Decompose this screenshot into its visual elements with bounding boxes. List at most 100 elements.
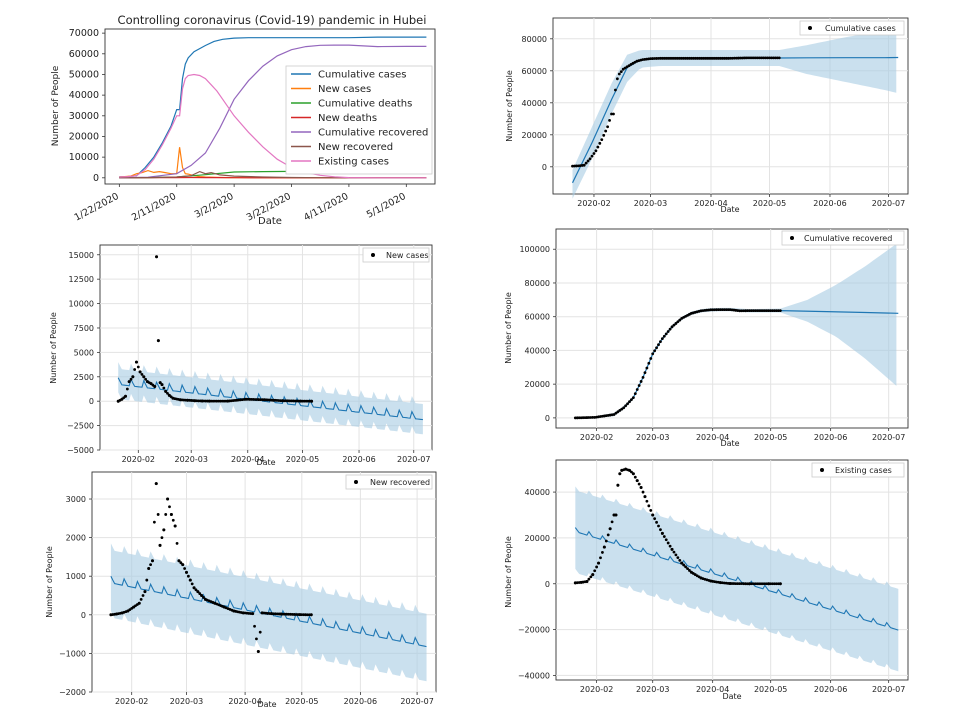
data-point	[609, 527, 612, 530]
data-point	[181, 563, 184, 566]
data-point	[616, 77, 619, 80]
data-point	[779, 582, 782, 585]
data-point	[653, 517, 656, 520]
panel1-xlabel: Date	[258, 216, 282, 227]
y-tick-label: 2000	[66, 534, 86, 543]
x-tick-label: 2020-07	[872, 685, 905, 694]
data-point	[601, 551, 604, 554]
x-tick-label: 2020-06	[342, 455, 375, 464]
data-point	[255, 637, 258, 640]
y-tick-label: 60000	[525, 313, 550, 322]
data-point	[603, 546, 606, 549]
data-point	[191, 583, 194, 586]
data-point	[261, 611, 264, 614]
data-point	[177, 559, 180, 562]
panel2-legend: Cumulative cases	[800, 21, 904, 35]
data-point	[591, 155, 594, 158]
data-point	[179, 398, 182, 401]
data-point	[126, 388, 129, 391]
data-point	[612, 113, 615, 116]
panel1-ylabel: Number of People	[51, 65, 61, 146]
data-point	[196, 590, 199, 593]
y-tick-label: 20000	[69, 131, 99, 142]
data-point	[642, 376, 645, 379]
data-point	[281, 399, 284, 402]
data-point	[729, 582, 732, 585]
data-point	[153, 521, 156, 524]
data-point	[647, 504, 650, 507]
data-point	[155, 255, 158, 258]
data-point	[636, 479, 639, 482]
data-point	[589, 157, 592, 160]
y-tick-label: 30000	[69, 111, 99, 122]
y-tick-label: 0	[542, 163, 547, 172]
data-point	[673, 551, 676, 554]
y-tick-label: −2000	[59, 688, 86, 697]
data-point	[580, 581, 583, 584]
data-point	[142, 375, 145, 378]
data-point	[121, 611, 124, 614]
data-point	[611, 520, 614, 523]
data-point	[608, 119, 611, 122]
data-point	[620, 70, 623, 73]
data-point	[115, 613, 118, 616]
data-point	[186, 399, 189, 402]
x-tick-label: 2020-05	[754, 685, 787, 694]
data-point	[164, 390, 167, 393]
y-tick-label: 20000	[522, 131, 547, 140]
data-point	[709, 580, 712, 583]
panel1-title: Controlling coronavirus (Covid-19) pande…	[118, 13, 427, 27]
x-tick-label: 2020-03	[174, 455, 207, 464]
data-point	[675, 553, 678, 556]
data-point	[663, 335, 666, 338]
data-point	[133, 368, 136, 371]
data-point	[624, 468, 627, 471]
data-point	[298, 613, 301, 616]
y-tick-label: 20000	[525, 380, 550, 389]
data-point	[643, 495, 646, 498]
legend-label-4: Cumulative recovered	[318, 128, 428, 139]
x-tick-label: 2020-05	[753, 199, 786, 208]
data-point	[147, 567, 150, 570]
y-tick-label: 12500	[69, 275, 94, 284]
data-point	[604, 130, 607, 133]
panel3-legend-label: New cases	[386, 251, 429, 260]
data-point	[141, 373, 144, 376]
data-point	[170, 513, 173, 516]
data-point	[655, 346, 658, 349]
x-tick-label: 2020-03	[636, 433, 669, 442]
legend-label-0: Cumulative cases	[318, 70, 406, 81]
data-point	[630, 398, 633, 401]
y-tick-label: 40000	[525, 488, 550, 497]
data-point	[606, 125, 609, 128]
panel5-ylabel: Number of People	[45, 546, 54, 618]
data-point	[574, 581, 577, 584]
data-point	[208, 400, 211, 403]
data-point	[636, 388, 639, 391]
data-point	[162, 528, 165, 531]
data-point	[598, 142, 601, 145]
data-point	[659, 340, 662, 343]
data-point	[591, 573, 594, 576]
panel5-legend-label: New recovered	[370, 478, 430, 487]
data-point	[138, 602, 141, 605]
data-point	[667, 542, 670, 545]
panel6-legend-label: Existing cases	[835, 466, 892, 475]
data-point	[193, 586, 196, 589]
data-point	[690, 571, 693, 574]
x-tick-label: 2020-04	[694, 199, 727, 208]
data-point	[585, 162, 588, 165]
data-point	[244, 398, 247, 401]
data-point	[589, 575, 592, 578]
legend-label-2: Cumulative deaths	[318, 99, 412, 110]
x-tick-label: 2020-03	[170, 697, 203, 706]
panel6-legend: Existing cases	[812, 463, 904, 477]
data-point	[150, 382, 153, 385]
data-point	[151, 559, 154, 562]
y-tick-label: 60000	[69, 49, 99, 60]
data-point	[632, 472, 635, 475]
panel5-legend-marker	[354, 480, 358, 484]
